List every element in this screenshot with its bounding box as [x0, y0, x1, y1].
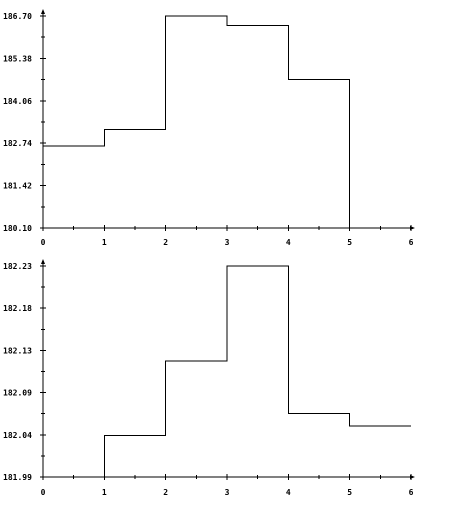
y-tick-label: 182.04	[3, 431, 32, 440]
y-tick-label: 182.09	[3, 389, 32, 398]
y-tick-label: 182.74	[3, 139, 32, 148]
y-axis-arrow	[41, 9, 45, 14]
x-tick-label: 0	[41, 488, 46, 497]
x-tick-label: 2	[163, 488, 168, 497]
y-tick-label: 182.23	[3, 262, 32, 271]
x-tick-label: 5	[347, 488, 352, 497]
x-tick-label: 6	[409, 488, 414, 497]
y-tick-label: 180.10	[3, 224, 32, 233]
y-tick-label: 182.13	[3, 346, 32, 355]
x-tick-label: 6	[409, 238, 414, 247]
y-tick-label: 186.70	[3, 12, 32, 21]
x-tick-label: 3	[225, 488, 230, 497]
step-series-line	[103, 265, 411, 477]
y-tick-label: 181.42	[3, 182, 32, 191]
y-tick-label: 184.06	[3, 97, 32, 106]
y-tick-label: 185.38	[3, 54, 32, 63]
x-tick-label: 1	[102, 238, 107, 247]
y-tick-label: 182.18	[3, 304, 32, 313]
y-tick-label: 181.99	[3, 473, 32, 482]
x-tick-label: 4	[286, 238, 291, 247]
x-tick-label: 0	[41, 238, 46, 247]
x-tick-label: 4	[286, 488, 291, 497]
x-tick-label: 2	[163, 238, 168, 247]
x-tick-label: 1	[102, 488, 107, 497]
step-series-line	[43, 15, 351, 228]
y-axis-arrow	[41, 259, 45, 264]
x-tick-label: 3	[225, 238, 230, 247]
top-step-chart: 0 1 2 3 4 5 6 180.10 181.42 182.74 184.06 185.38 186…	[3, 9, 415, 247]
bottom-step-chart: 0 1 2 3 4 5 6 181.99 182.04 182.09 182.13 182.18 182…	[3, 259, 415, 497]
x-tick-label: 5	[347, 238, 352, 247]
